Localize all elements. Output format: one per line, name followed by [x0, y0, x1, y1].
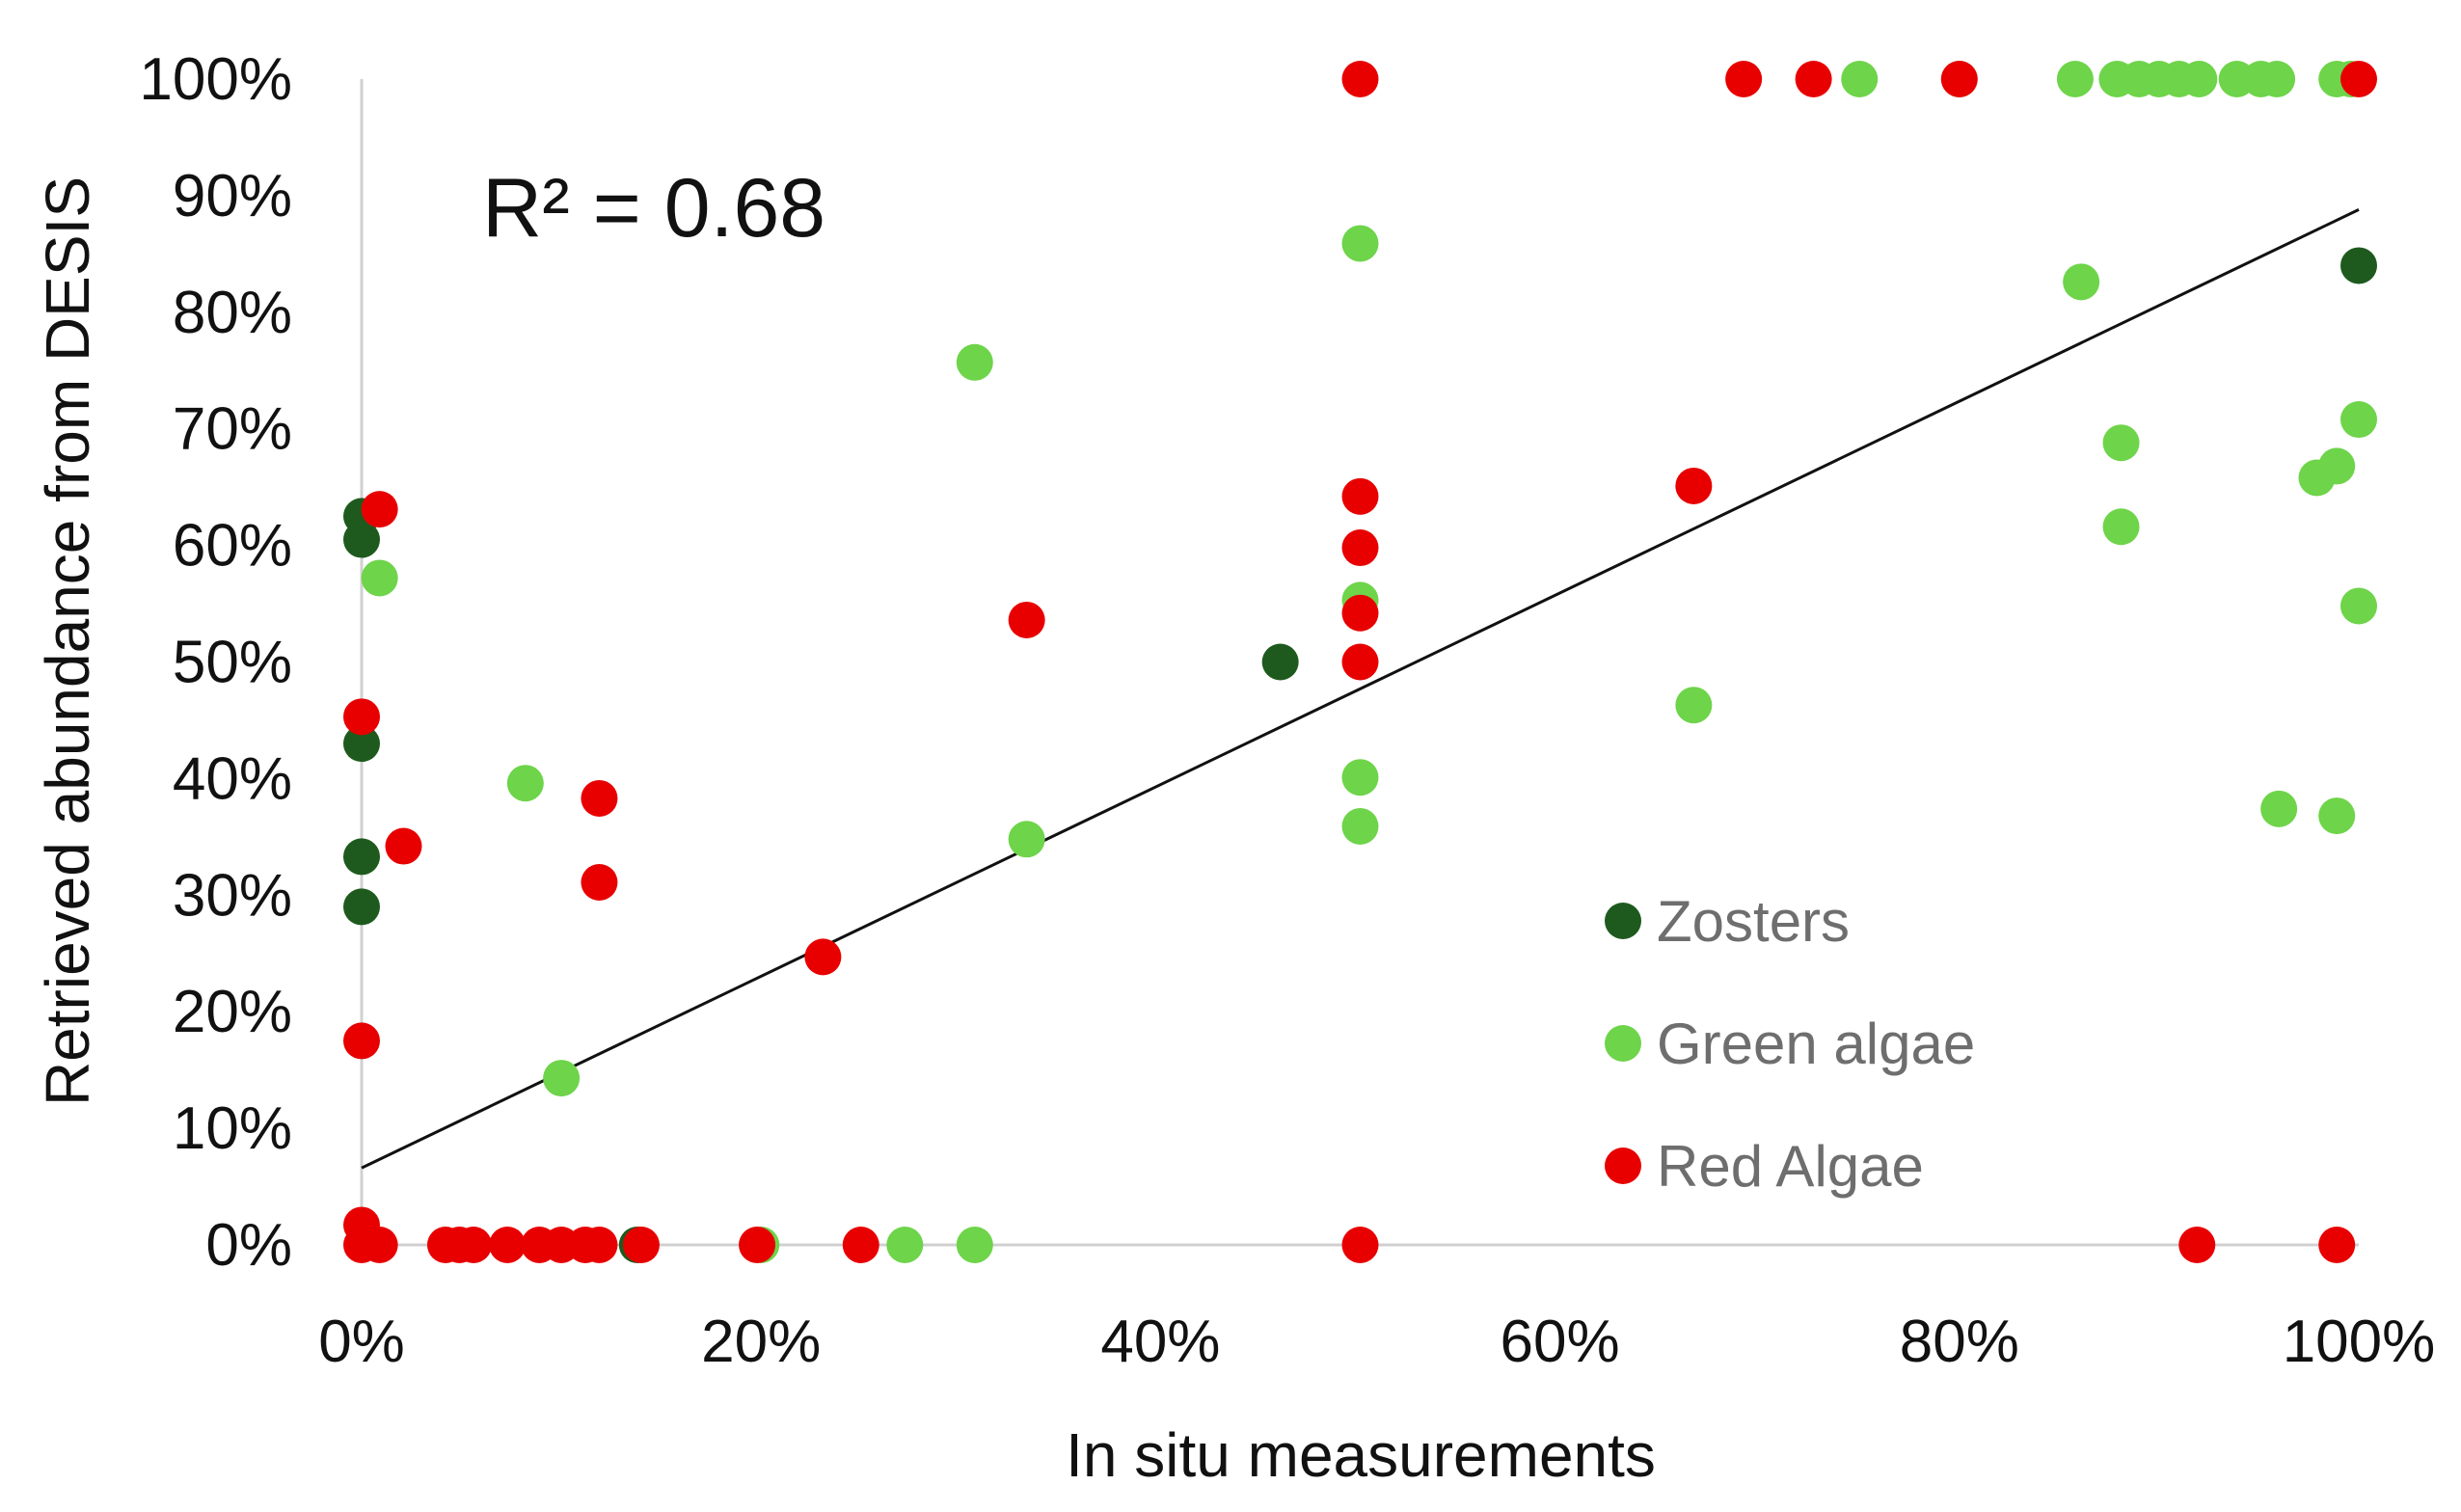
- x-tick-label: 80%: [1900, 1309, 2019, 1375]
- series-green-algae: [361, 61, 2377, 1263]
- y-tick-label: 70%: [173, 396, 292, 463]
- data-point: [2260, 790, 2298, 827]
- y-axis-title: Retrieved abundance from DESIS: [33, 176, 102, 1106]
- data-point: [1940, 61, 1978, 97]
- y-tick-label: 30%: [173, 862, 292, 929]
- data-point: [343, 521, 380, 558]
- data-point: [956, 1227, 993, 1263]
- legend-label: Green algae: [1657, 1012, 1975, 1076]
- data-point: [2178, 1227, 2216, 1263]
- data-point: [1675, 687, 1713, 724]
- data-point: [1008, 821, 1045, 858]
- data-point: [1725, 61, 1763, 97]
- x-axis-title: In situ measurements: [1066, 1420, 1656, 1490]
- data-point: [581, 1227, 618, 1263]
- y-tick-label: 90%: [173, 163, 292, 230]
- data-point: [1341, 225, 1379, 262]
- data-point: [956, 343, 993, 381]
- legend-marker: [1605, 1025, 1641, 1062]
- data-point: [1341, 477, 1379, 515]
- y-tick-label: 20%: [173, 979, 292, 1045]
- x-tick-label: 100%: [2283, 1309, 2436, 1375]
- y-tick-label: 50%: [173, 630, 292, 696]
- legend-item: Red Algae: [1605, 1134, 1924, 1199]
- legend-label: Red Algae: [1657, 1134, 1924, 1199]
- data-point: [343, 838, 380, 876]
- legend-marker: [1605, 1148, 1641, 1184]
- data-points: [343, 61, 2377, 1263]
- data-point: [1008, 601, 1045, 638]
- data-point: [842, 1227, 879, 1263]
- data-point: [489, 1227, 527, 1263]
- data-point: [343, 1022, 380, 1060]
- data-point: [2102, 424, 2140, 462]
- data-point: [343, 888, 380, 926]
- data-point: [2102, 508, 2140, 546]
- data-point: [543, 1060, 581, 1097]
- data-point: [581, 864, 618, 902]
- legend-item: Zosters: [1605, 889, 1850, 954]
- y-tick-label: 40%: [173, 745, 292, 812]
- x-tick-label: 20%: [701, 1309, 821, 1375]
- r-squared-annotation: R² = 0.68: [482, 162, 825, 255]
- series-red-algae: [343, 61, 2377, 1263]
- trendline: [361, 208, 2360, 1170]
- data-point: [506, 765, 544, 802]
- x-tick-label: 60%: [1501, 1309, 1620, 1375]
- data-point: [1795, 61, 1832, 97]
- data-point: [1341, 594, 1379, 632]
- x-tick-label: 40%: [1100, 1309, 1220, 1375]
- data-point: [622, 1227, 660, 1263]
- data-point: [2258, 61, 2296, 97]
- data-point: [385, 827, 422, 865]
- y-tick-label: 0%: [205, 1212, 292, 1279]
- series-zosters: [343, 247, 2377, 1263]
- data-point: [454, 1227, 492, 1263]
- data-point: [1341, 1227, 1379, 1263]
- data-point: [361, 559, 398, 597]
- data-point: [2340, 401, 2377, 439]
- data-point: [739, 1227, 776, 1263]
- data-point: [361, 1227, 398, 1263]
- data-point: [343, 725, 380, 763]
- data-point: [2180, 61, 2218, 97]
- y-tick-label: 100%: [139, 46, 292, 113]
- data-point: [581, 779, 618, 817]
- x-tick-labels: 0% 20% 40% 60% 80% 100%: [318, 1309, 2435, 1375]
- data-point: [361, 491, 398, 528]
- data-point: [1341, 529, 1379, 567]
- legend: Zosters Green algae Red Algae: [1605, 889, 1975, 1199]
- data-point: [1261, 643, 1299, 681]
- y-tick-label: 80%: [173, 280, 292, 346]
- y-tick-label: 10%: [173, 1095, 292, 1162]
- data-point: [1341, 807, 1379, 845]
- data-point: [343, 698, 380, 736]
- data-point: [1841, 61, 1879, 97]
- data-point: [2056, 61, 2094, 97]
- data-point: [2318, 797, 2356, 835]
- data-point: [1341, 759, 1379, 796]
- legend-item: Green algae: [1605, 1012, 1975, 1076]
- data-point: [804, 938, 842, 976]
- data-point: [886, 1227, 924, 1263]
- data-point: [2318, 1227, 2356, 1263]
- data-point: [2340, 247, 2377, 284]
- legend-label: Zosters: [1657, 889, 1850, 954]
- x-tick-label: 0%: [318, 1309, 405, 1375]
- data-point: [2318, 447, 2356, 485]
- data-point: [1341, 61, 1379, 97]
- data-point: [2340, 61, 2377, 97]
- legend-marker: [1605, 903, 1641, 939]
- data-point: [2063, 263, 2100, 301]
- data-point: [1341, 643, 1379, 681]
- data-point: [1675, 467, 1713, 504]
- y-tick-label: 60%: [173, 513, 292, 580]
- y-tick-labels: 0% 10% 20% 30% 40% 50% 60% 70% 80% 90% 100%: [139, 46, 292, 1279]
- data-point: [2340, 587, 2377, 625]
